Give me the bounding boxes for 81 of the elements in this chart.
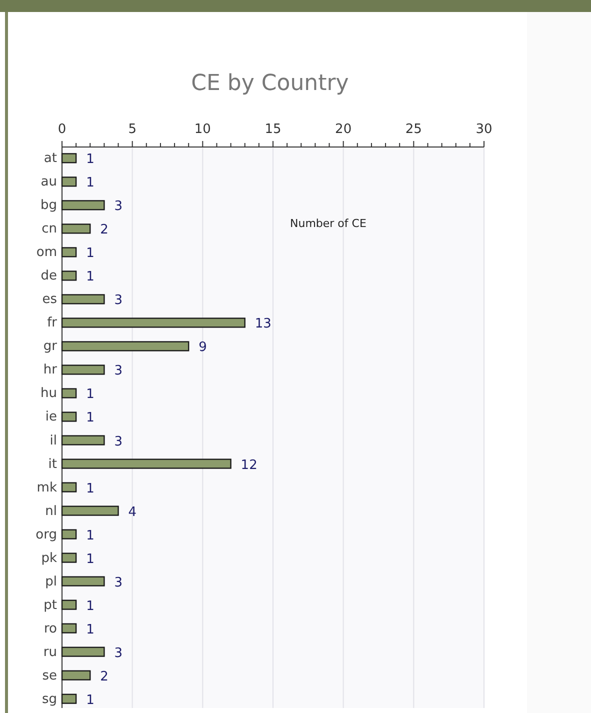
data-label: 1	[86, 152, 94, 168]
chart-title: CE by Country	[191, 71, 349, 96]
y-tick-label: pt	[44, 598, 57, 613]
y-tick-label: hr	[43, 362, 58, 378]
bar	[61, 224, 91, 234]
bar	[61, 694, 77, 704]
x-tick-label: 5	[128, 122, 136, 137]
y-tick-label: om	[36, 245, 57, 260]
y-tick-label: pk	[41, 550, 58, 566]
x-tick-label: 15	[264, 122, 282, 137]
y-tick-label: au	[40, 174, 57, 190]
y-tick-label: se	[42, 668, 57, 684]
data-label: 1	[86, 270, 94, 285]
bar	[61, 482, 77, 492]
bar	[61, 458, 232, 469]
bar	[61, 576, 105, 586]
data-label: 1	[86, 481, 94, 496]
y-tick-label: pl	[45, 574, 57, 590]
bar	[61, 341, 190, 352]
data-label: 3	[114, 434, 122, 450]
y-tick-label: org	[36, 527, 57, 542]
data-label: 1	[86, 410, 94, 426]
data-label: 1	[86, 622, 94, 638]
data-label: 3	[114, 293, 122, 308]
bar	[61, 529, 77, 540]
y-tick-label: de	[40, 268, 57, 284]
y-tick-label: es	[42, 292, 58, 308]
data-label: 1	[86, 598, 94, 614]
bar	[61, 153, 77, 164]
bar	[61, 623, 77, 634]
y-tick-label: nl	[45, 504, 57, 519]
bar	[61, 247, 77, 258]
y-tick-label: sg	[42, 692, 57, 707]
bar	[61, 506, 119, 516]
bar	[61, 435, 105, 446]
y-tick-label: ru	[43, 644, 57, 660]
y-tick-label: il	[50, 433, 57, 448]
data-label: 3	[114, 199, 122, 214]
data-label: 1	[86, 176, 94, 191]
data-label: 1	[86, 387, 94, 402]
bar	[61, 670, 91, 680]
data-label: 1	[86, 246, 94, 262]
bar	[61, 176, 77, 187]
y-tick-label: bg	[40, 198, 57, 214]
bar	[61, 318, 246, 328]
x-tick-label: 20	[335, 122, 352, 137]
y-tick-label: hu	[40, 386, 57, 402]
x-tick-label: 30	[476, 122, 492, 137]
data-label: 1	[86, 528, 94, 544]
data-label: 3	[114, 364, 122, 379]
data-label: 3	[114, 575, 122, 590]
data-label: 1	[86, 552, 94, 567]
data-label: 9	[198, 340, 207, 356]
bar	[61, 646, 105, 657]
data-label: 13	[254, 316, 272, 332]
x-tick-label: 10	[194, 122, 211, 137]
bar	[61, 364, 105, 375]
data-label: 3	[114, 646, 122, 661]
y-tick-label: gr	[43, 339, 58, 354]
y-tick-label: ro	[44, 621, 58, 636]
x-tick-label: 25	[405, 122, 422, 137]
bar	[61, 270, 77, 281]
bar	[61, 600, 77, 610]
y-tick-label: it	[48, 456, 57, 472]
x-tick-label: 0	[58, 122, 66, 137]
data-label: 12	[240, 458, 258, 473]
data-label: 2	[100, 669, 108, 684]
data-label: 4	[128, 504, 137, 520]
y-tick-label: at	[44, 151, 57, 166]
y-tick-label: mk	[36, 480, 58, 496]
bar	[61, 412, 77, 422]
y-tick-label: ie	[45, 410, 57, 425]
bar	[61, 388, 77, 398]
data-label: 1	[86, 692, 94, 708]
bar	[61, 200, 105, 210]
annotation: Number of CE	[290, 217, 366, 230]
y-tick-label: cn	[42, 222, 57, 237]
data-label: 2	[100, 222, 108, 238]
bar	[61, 552, 77, 563]
bar	[61, 294, 105, 304]
y-tick-label: fr	[47, 316, 58, 331]
